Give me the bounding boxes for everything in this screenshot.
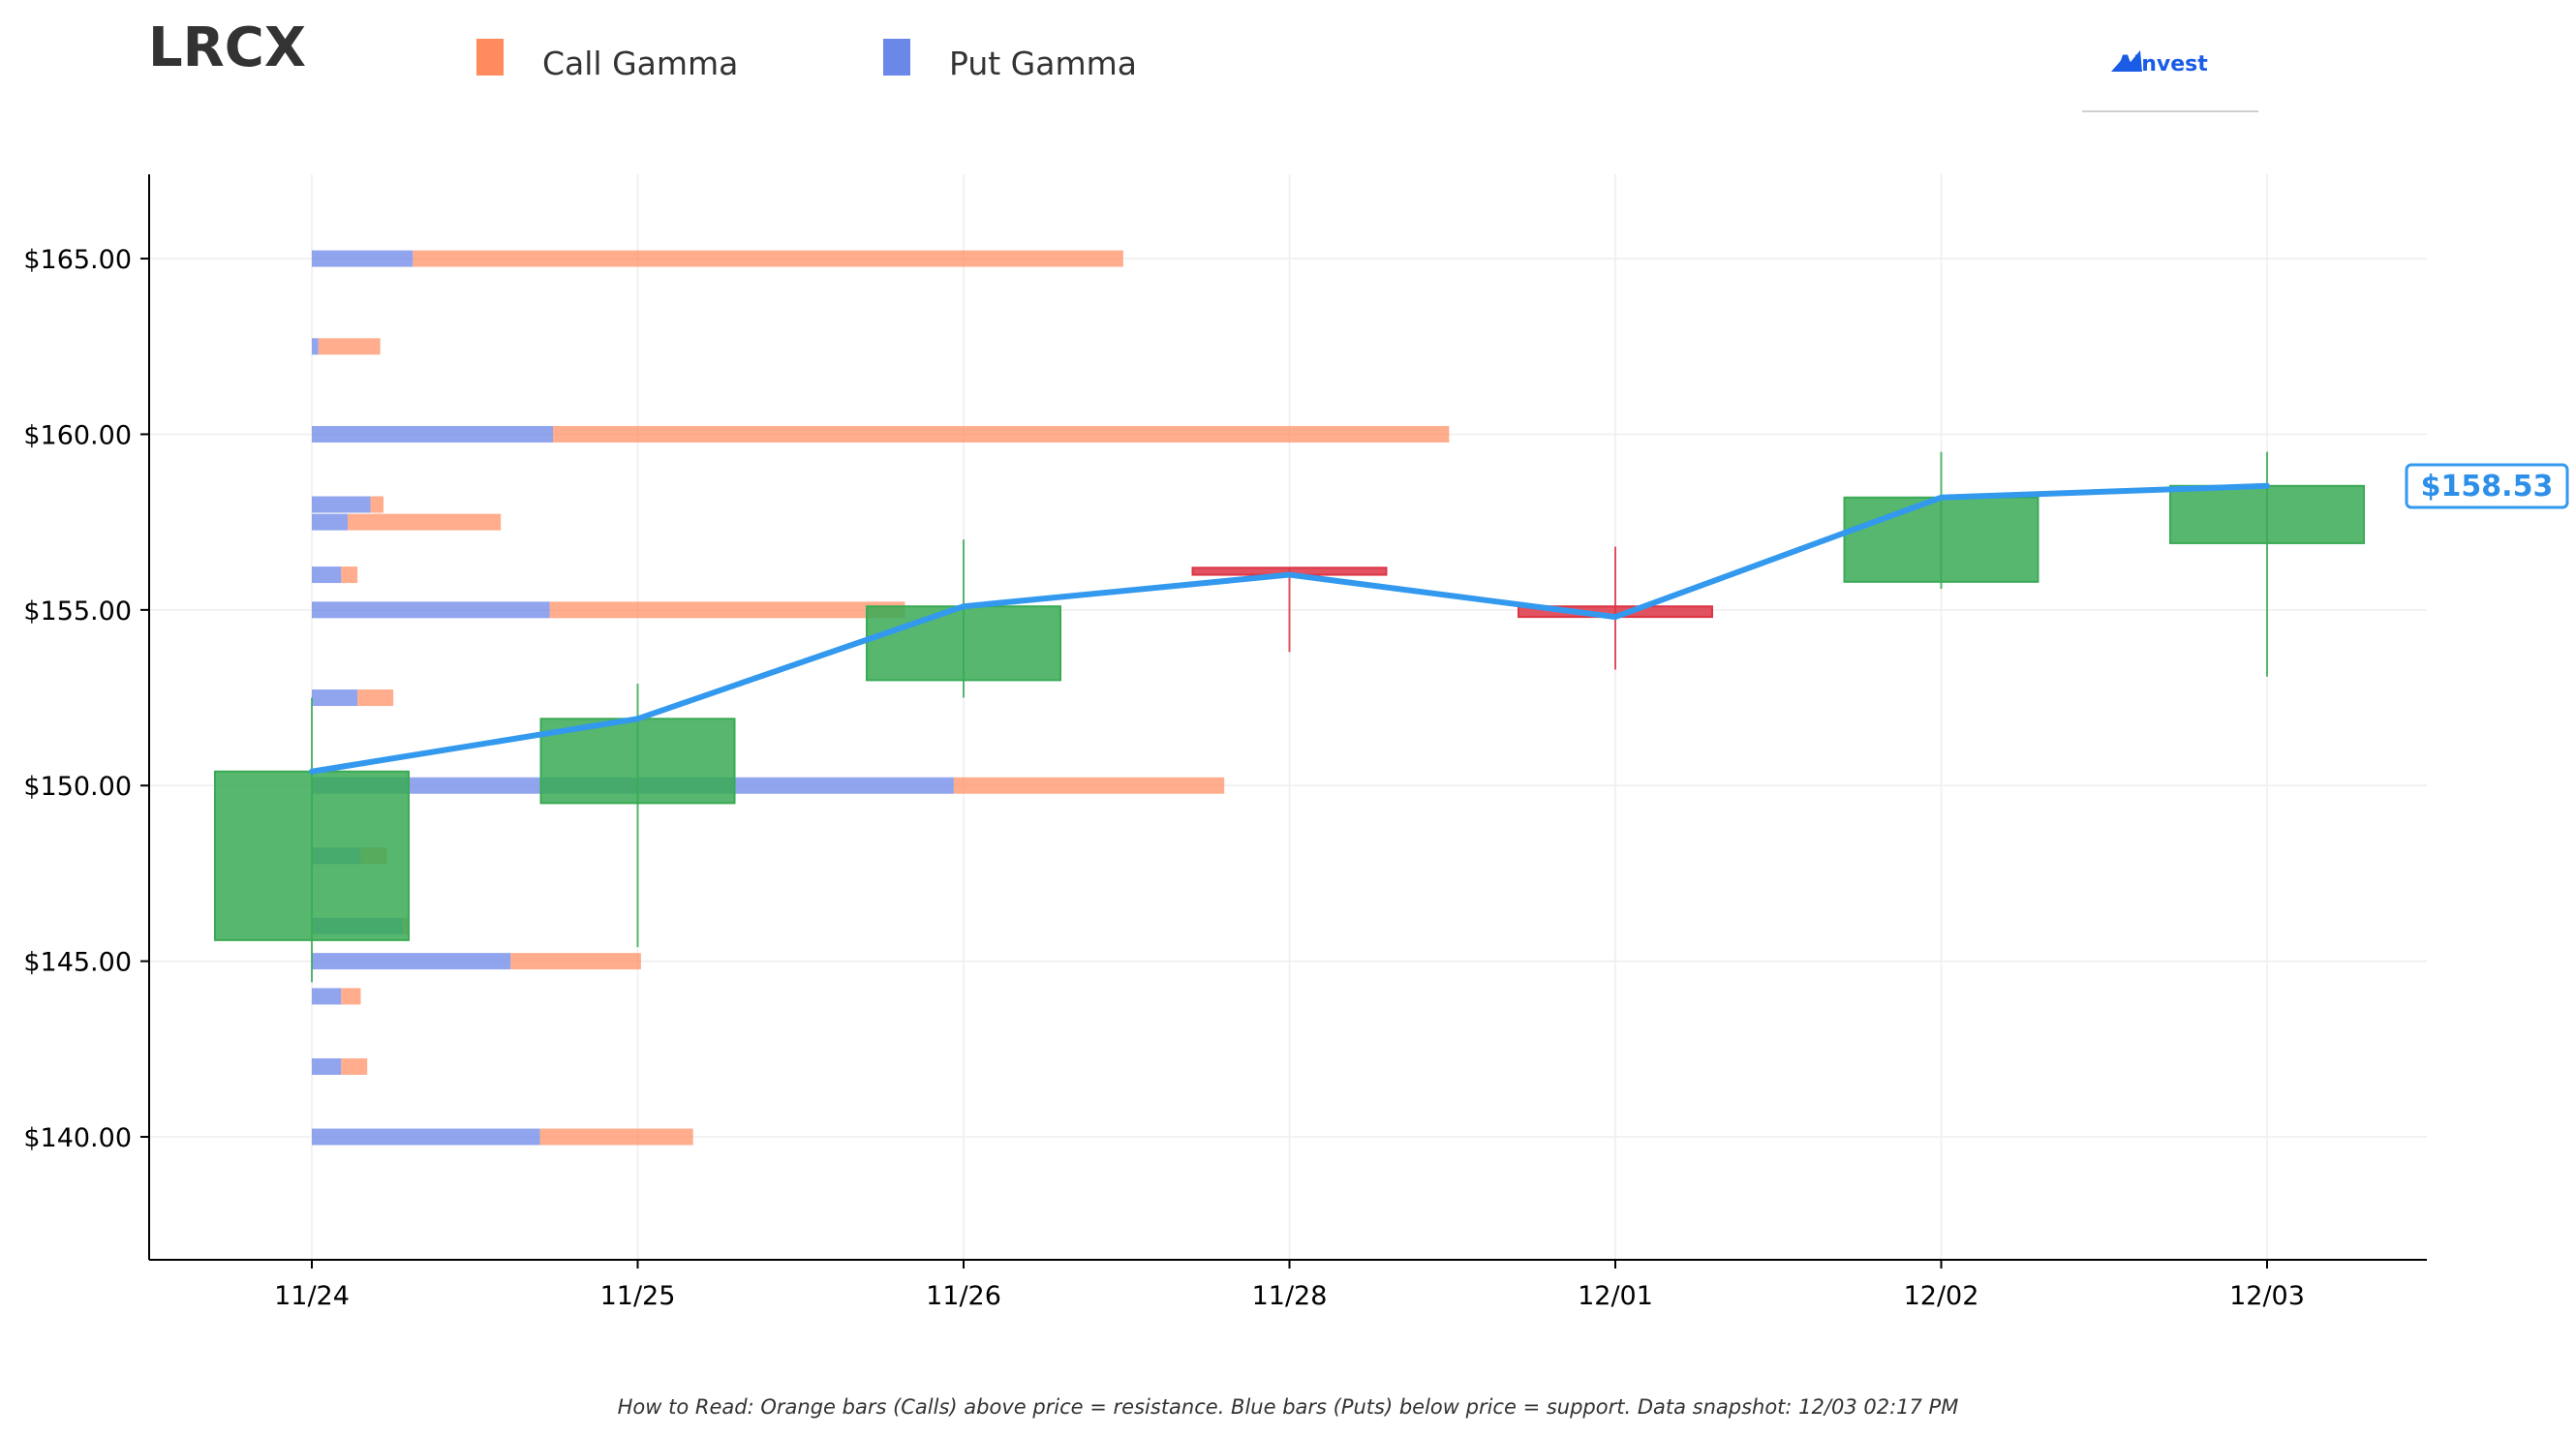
gamma-bars	[312, 250, 1450, 1146]
x-tick-label: 11/24	[274, 1281, 350, 1311]
brand-name: AInvest	[2117, 52, 2208, 76]
call-gamma-bar	[553, 425, 1450, 443]
legend-call-swatch	[476, 39, 504, 76]
call-gamma-bar	[539, 1128, 693, 1146]
last-price-label: $158.53	[2421, 470, 2554, 504]
brand-logo: AInvest	[2082, 50, 2258, 112]
axes: $140.00 $145.00 $150.00 $155.00 $160.00 $165.…	[23, 174, 2427, 1311]
call-gamma-bar	[318, 338, 381, 355]
candlesticks	[214, 451, 2365, 983]
close-line	[309, 482, 2270, 775]
call-gamma-bar	[953, 777, 1225, 794]
legend: Call Gamma Put Gamma	[476, 39, 1137, 82]
candle-body	[539, 718, 736, 805]
legend-put-label: Put Gamma	[949, 45, 1137, 82]
put-gamma-bar	[312, 250, 414, 267]
put-gamma-bar	[312, 566, 342, 584]
call-gamma-bar	[370, 496, 384, 513]
x-tick-label: 12/02	[1904, 1281, 1979, 1311]
put-gamma-bar	[312, 425, 554, 443]
x-tick-label: 12/01	[1578, 1281, 1653, 1311]
candle-body	[2169, 484, 2365, 544]
x-tick-label: 11/28	[1252, 1281, 1328, 1311]
y-tick-label: $145.00	[23, 948, 132, 978]
call-gamma-bar	[357, 689, 394, 707]
call-gamma-bar	[341, 566, 358, 584]
put-gamma-bar	[312, 601, 550, 619]
put-gamma-bar	[312, 513, 349, 531]
x-tick-label: 11/26	[926, 1281, 1001, 1311]
candle-body	[214, 770, 410, 941]
footnote: How to Read: Orange bars (Calls) above p…	[618, 1395, 1959, 1419]
y-tick-label: $140.00	[23, 1123, 132, 1153]
put-gamma-bar	[312, 953, 511, 970]
legend-put-swatch	[883, 39, 910, 76]
put-gamma-bar	[312, 1128, 540, 1146]
x-tick-label: 12/03	[2229, 1281, 2305, 1311]
y-tick-label: $165.00	[23, 245, 132, 275]
put-gamma-bar	[312, 1057, 342, 1075]
x-tick-label: 11/25	[600, 1281, 676, 1311]
y-tick-label: $155.00	[23, 596, 132, 627]
put-gamma-bar	[312, 338, 319, 355]
call-gamma-bar	[348, 513, 502, 531]
ticker-title: LRCX	[148, 16, 306, 79]
put-gamma-bar	[312, 689, 358, 707]
legend-call-label: Call Gamma	[542, 45, 738, 82]
y-tick-label: $160.00	[23, 420, 132, 450]
close-price-line	[309, 482, 2270, 775]
y-tick-label: $150.00	[23, 772, 132, 802]
call-gamma-bar	[510, 953, 641, 970]
candle-body	[866, 605, 1061, 682]
last-price-badge: $158.53	[2405, 463, 2569, 509]
put-gamma-bar	[312, 496, 371, 513]
call-gamma-bar	[341, 1057, 368, 1075]
grid	[149, 174, 2427, 1260]
candle-body	[1843, 496, 2039, 583]
last-price-box	[2405, 463, 2569, 509]
call-gamma-bar	[549, 601, 905, 619]
brand-mountain-icon	[2111, 50, 2142, 72]
put-gamma-bar	[312, 988, 342, 1005]
call-gamma-bar	[341, 988, 361, 1005]
call-gamma-bar	[413, 250, 1123, 267]
